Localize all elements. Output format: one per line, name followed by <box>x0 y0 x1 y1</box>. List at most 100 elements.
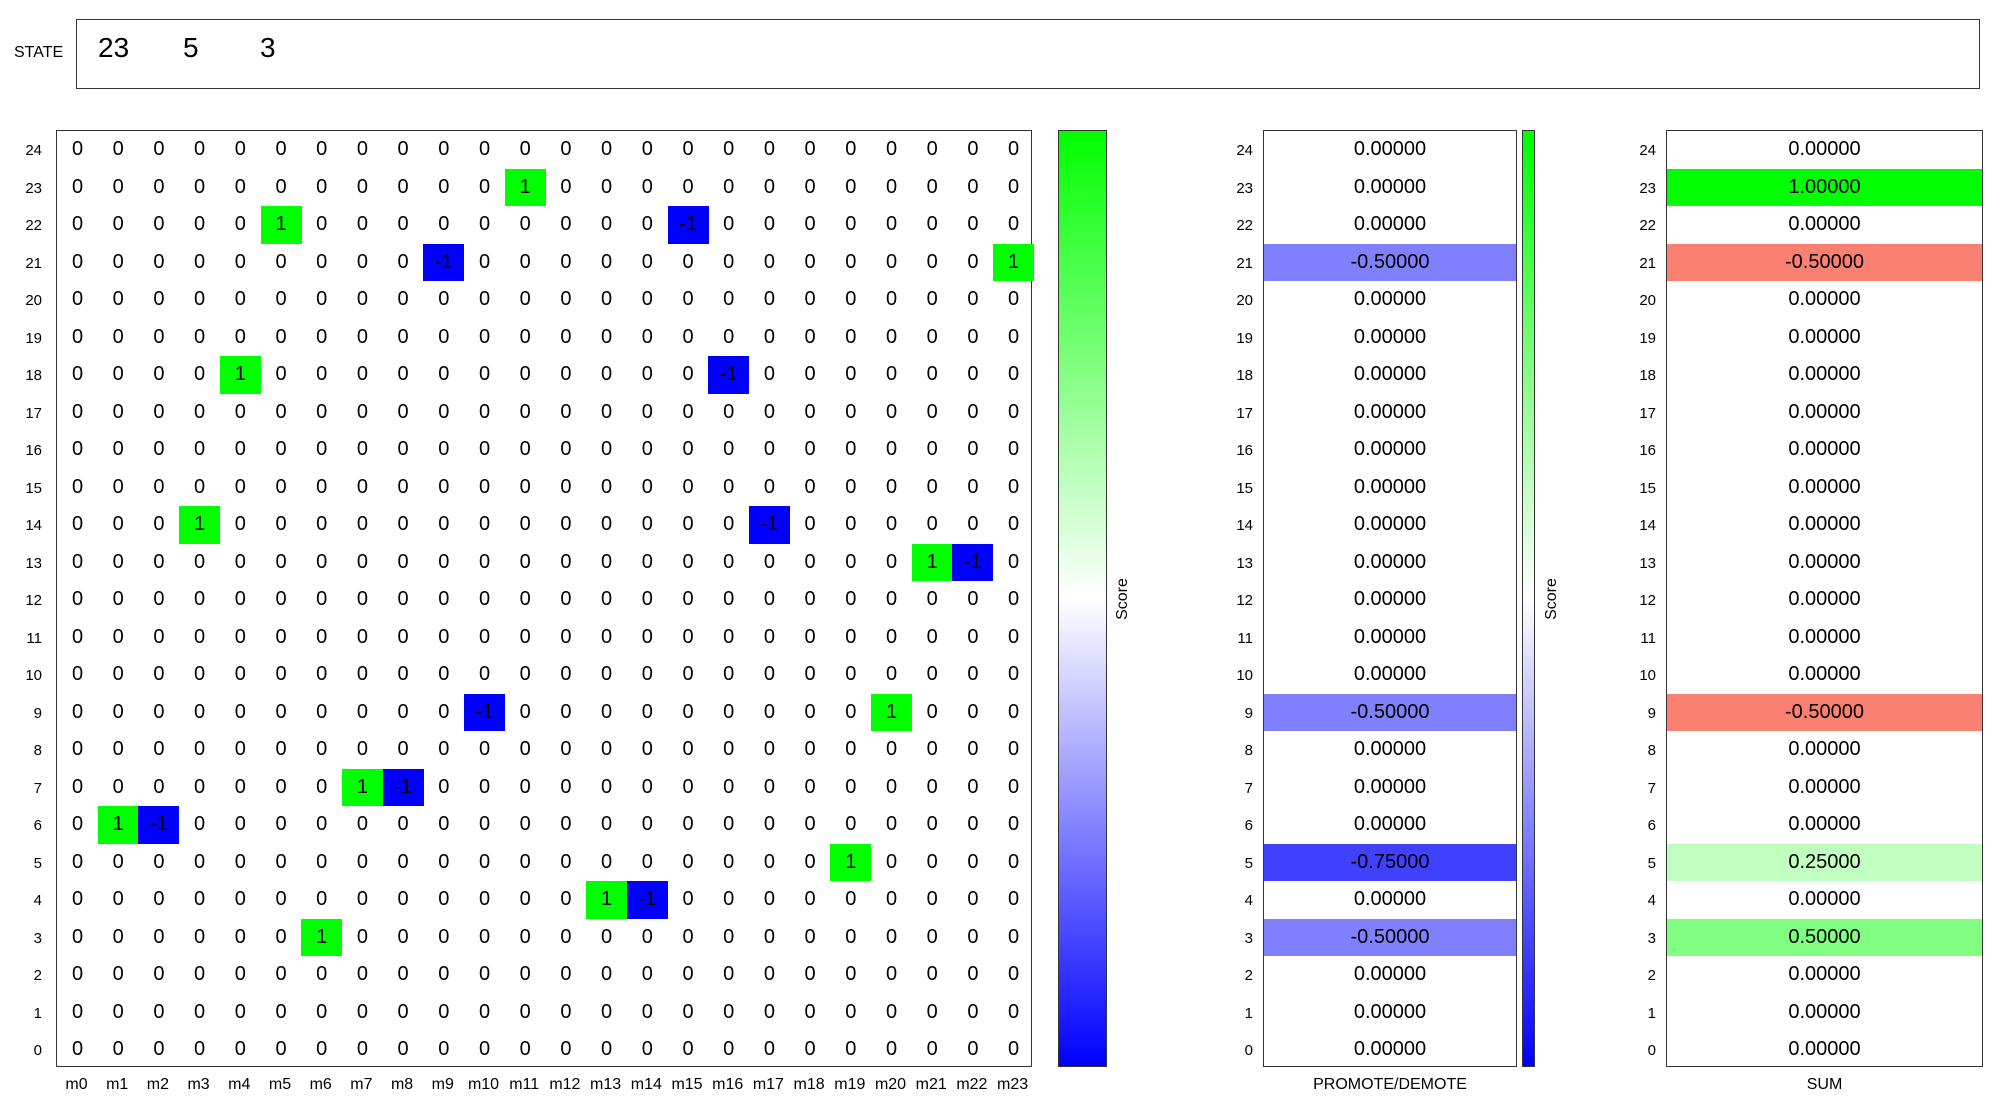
state-value: 23 <box>98 32 130 63</box>
matrix-cell: 0 <box>682 1038 694 1061</box>
matrix-cell: 0 <box>723 513 735 536</box>
matrix-cell: 0 <box>234 625 246 648</box>
matrix-cell: 0 <box>478 363 491 386</box>
matrix-cell: -1 <box>138 806 180 844</box>
matrix-cell: 0 <box>763 625 775 648</box>
matrix-cell: 0 <box>601 138 613 161</box>
matrix-cell: 0 <box>356 363 368 386</box>
matrix-cell: 0 <box>275 813 287 836</box>
matrix-cell: 0 <box>519 325 531 348</box>
matrix-cell: 0 <box>234 325 246 348</box>
panel-value: 0.00000 <box>1788 963 1861 986</box>
matrix-cell: 0 <box>397 1038 409 1061</box>
matrix-cell: 0 <box>519 775 531 798</box>
matrix-cell: 0 <box>804 250 816 273</box>
matrix-cell: 1 <box>586 881 628 919</box>
matrix-cell: 0 <box>112 325 124 348</box>
matrix-cell: 0 <box>112 963 124 986</box>
matrix-cell: 0 <box>71 513 84 536</box>
matrix-cell: 0 <box>967 288 979 311</box>
matrix-cell: 0 <box>967 250 979 273</box>
matrix-cell: 0 <box>478 888 491 911</box>
matrix-cell: 0 <box>763 738 775 761</box>
matrix-cell: 0 <box>682 925 694 948</box>
matrix-cell: 0 <box>397 625 409 648</box>
panel-value: 0.00000 <box>1353 963 1427 986</box>
matrix-cell: 0 <box>560 288 572 311</box>
matrix-cell: 0 <box>967 363 979 386</box>
matrix-cell: 0 <box>723 963 735 986</box>
matrix-cell: 0 <box>601 550 613 573</box>
matrix-cell: 1 <box>830 843 872 881</box>
matrix-cell: 0 <box>763 813 775 836</box>
score-colorbar <box>1058 130 1107 1067</box>
matrix-cell: 0 <box>763 175 775 198</box>
matrix-cell: 0 <box>478 663 491 686</box>
matrix-cell: 0 <box>275 625 287 648</box>
matrix-cell: 0 <box>478 175 491 198</box>
matrix-cell: 0 <box>519 513 531 536</box>
matrix-cell: 0 <box>723 888 735 911</box>
matrix-cell: 0 <box>560 325 572 348</box>
panel-value: 0.00000 <box>1788 550 1861 573</box>
matrix-cell: 0 <box>926 325 938 348</box>
matrix-cell: 0 <box>763 963 775 986</box>
matrix-cell: 0 <box>356 288 368 311</box>
matrix-cell: 0 <box>112 175 124 198</box>
row-label: 20 <box>25 292 42 309</box>
matrix-cell: 0 <box>71 325 84 348</box>
matrix-cell: 0 <box>641 738 653 761</box>
matrix-cell: 0 <box>601 1000 613 1023</box>
matrix-cell: -1 <box>952 543 994 581</box>
matrix-cell: 0 <box>438 325 450 348</box>
matrix-cell: 0 <box>478 925 491 948</box>
matrix-cell: 0 <box>560 738 572 761</box>
matrix-cell: 0 <box>682 138 694 161</box>
matrix-cell: 0 <box>275 475 287 498</box>
matrix-cell: 0 <box>763 888 775 911</box>
matrix-cell: 0 <box>560 213 572 236</box>
matrix-cell: 0 <box>804 925 816 948</box>
matrix-cell: 0 <box>112 888 124 911</box>
column-label: m9 <box>431 1076 454 1093</box>
row-label: 18 <box>25 367 42 384</box>
matrix-cell: 0 <box>153 925 165 948</box>
matrix-cell: 0 <box>153 513 165 536</box>
matrix-cell: 0 <box>438 550 450 573</box>
matrix-cell: 0 <box>1008 400 1020 423</box>
matrix-cell: 0 <box>804 963 816 986</box>
matrix-cell: 0 <box>723 588 735 611</box>
panel-value: 0.00000 <box>1353 588 1427 611</box>
matrix-cell: 0 <box>316 588 328 611</box>
matrix-cell: 0 <box>641 325 653 348</box>
matrix-cell: 0 <box>641 175 653 198</box>
matrix-cell: 0 <box>438 738 450 761</box>
matrix-cell: 0 <box>519 700 531 723</box>
matrix-cell: 0 <box>153 775 165 798</box>
matrix-cell: 0 <box>356 138 368 161</box>
matrix-cell: 0 <box>438 1000 450 1023</box>
matrix-cell: 0 <box>356 400 368 423</box>
matrix-cell: 0 <box>723 213 735 236</box>
matrix-cell: -1 <box>708 356 750 394</box>
panel-value: 0.00000 <box>1788 813 1861 836</box>
matrix-cell: 0 <box>682 775 694 798</box>
matrix-cell: 0 <box>234 963 246 986</box>
matrix-cell: 0 <box>723 288 735 311</box>
row-label: 0 <box>1647 1042 1656 1059</box>
matrix-cell: -1 <box>382 768 424 806</box>
column-label: m3 <box>187 1076 210 1093</box>
matrix-cell: 0 <box>560 925 572 948</box>
matrix-cell: 0 <box>478 625 491 648</box>
matrix-cell: 0 <box>356 1000 368 1023</box>
matrix-cell: 0 <box>153 550 165 573</box>
matrix-cell: 0 <box>641 475 653 498</box>
matrix-cell: 0 <box>845 738 857 761</box>
matrix-cell: 0 <box>234 250 246 273</box>
row-label: 22 <box>1639 217 1656 234</box>
matrix-cell: 1 <box>260 206 302 244</box>
matrix-cell: -1 <box>748 506 790 544</box>
matrix-cell: 0 <box>153 738 165 761</box>
matrix-cell: 0 <box>723 250 735 273</box>
panel-value: 0.00000 <box>1353 325 1427 348</box>
